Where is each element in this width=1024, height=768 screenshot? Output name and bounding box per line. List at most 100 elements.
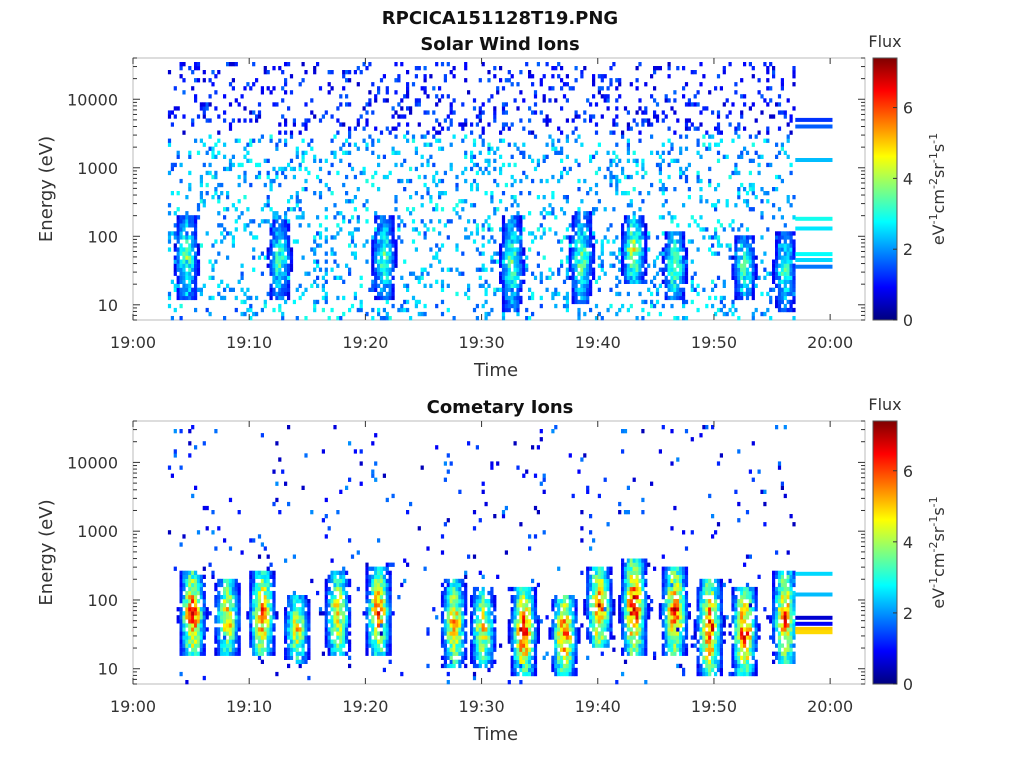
heatmap-cell	[661, 110, 665, 115]
end-band	[795, 216, 833, 221]
heatmap-cell	[226, 615, 230, 620]
heatmap-cell	[446, 619, 450, 624]
heatmap-cell	[667, 66, 671, 71]
heatmap-cell	[394, 199, 398, 204]
heatmap-cell	[313, 158, 317, 163]
heatmap-cell	[661, 251, 665, 256]
heatmap-cell	[226, 647, 230, 652]
heatmap-cell	[388, 615, 392, 620]
heatmap-cell	[365, 146, 369, 151]
heatmap-cell	[786, 287, 790, 292]
heatmap-cell	[673, 271, 677, 276]
heatmap-cell	[292, 166, 296, 172]
heatmap-cell	[714, 311, 718, 317]
heatmap-cell	[249, 643, 253, 648]
heatmap-cell	[194, 639, 198, 644]
heatmap-cell	[426, 663, 430, 669]
heatmap-cell	[199, 586, 203, 592]
heatmap-cell	[583, 178, 587, 184]
heatmap-cell	[716, 126, 721, 131]
heatmap-cell	[170, 166, 174, 172]
heatmap-cell	[748, 255, 752, 260]
heatmap-cell	[470, 643, 474, 648]
heatmap-cell	[194, 215, 198, 220]
heatmap-cell	[249, 307, 253, 313]
heatmap-cell	[350, 235, 355, 240]
heatmap-cell	[670, 263, 674, 268]
heatmap-cell	[324, 586, 328, 592]
heatmap-cell	[191, 493, 195, 499]
heatmap-cell	[452, 582, 456, 588]
heatmap-cell	[324, 607, 328, 612]
heatmap-cell	[214, 627, 218, 632]
heatmap-cell	[667, 251, 671, 256]
heatmap-cell	[629, 199, 633, 204]
heatmap-cell	[426, 162, 430, 168]
heatmap-cell	[272, 279, 276, 284]
heatmap-cell	[202, 651, 206, 656]
heatmap-cell	[504, 207, 508, 212]
heatmap-cell	[385, 275, 389, 280]
heatmap-cell	[388, 623, 392, 628]
heatmap-cell	[493, 158, 497, 163]
heatmap-cell	[481, 227, 485, 232]
heatmap-cell	[281, 235, 285, 240]
heatmap-cell	[255, 607, 259, 612]
heatmap-cell	[435, 130, 439, 135]
heatmap-cell	[644, 106, 648, 111]
heatmap-cell	[240, 162, 244, 168]
heatmap-cell	[452, 659, 456, 664]
heatmap-cell	[737, 259, 741, 264]
heatmap-cell	[185, 570, 189, 575]
heatmap-cell	[382, 227, 386, 232]
heatmap-cell	[475, 586, 479, 592]
heatmap-cell	[348, 441, 352, 446]
heatmap-cell	[632, 223, 636, 228]
heatmap-cell	[191, 259, 195, 264]
heatmap-cell	[728, 247, 732, 252]
heatmap-cell	[777, 279, 782, 284]
heatmap-cell	[783, 291, 787, 297]
heatmap-cell	[234, 607, 238, 612]
heatmap-cell	[272, 178, 276, 184]
heatmap-cell	[324, 534, 328, 539]
heatmap-cell	[228, 287, 233, 292]
heatmap-cell	[702, 106, 706, 111]
heatmap-cell	[214, 619, 218, 624]
heatmap-cell	[501, 279, 506, 284]
heatmap-cell	[426, 142, 430, 147]
heatmap-cell	[324, 631, 328, 636]
heatmap-cell	[635, 239, 639, 244]
heatmap-cell	[185, 223, 189, 228]
heatmap-cell	[737, 295, 741, 301]
heatmap-cell	[586, 279, 590, 284]
heatmap-cell	[173, 86, 177, 91]
heatmap-cell	[565, 259, 569, 264]
heatmap-cell	[464, 118, 468, 123]
heatmap-cell	[504, 239, 508, 244]
heatmap-cell	[292, 639, 296, 644]
heatmap-cell	[391, 295, 395, 301]
heatmap-cell	[318, 235, 323, 240]
heatmap-cell	[731, 227, 735, 232]
heatmap-cell	[310, 247, 314, 252]
heatmap-cell	[621, 227, 625, 232]
heatmap-cell	[455, 611, 459, 616]
heatmap-cell	[202, 142, 206, 147]
heatmap-cell	[638, 291, 642, 297]
heatmap-cell	[748, 134, 752, 139]
heatmap-cell	[684, 279, 689, 284]
heatmap-cell	[531, 82, 535, 87]
heatmap-cell	[411, 219, 416, 224]
heatmap-cell	[289, 599, 294, 604]
heatmap-cell	[667, 138, 671, 143]
heatmap-cell	[196, 271, 201, 276]
heatmap-cell	[400, 219, 404, 224]
heatmap-cell	[307, 615, 311, 620]
heatmap-cell	[632, 211, 636, 216]
heatmap-cell	[188, 259, 192, 264]
heatmap-cell	[673, 215, 677, 220]
heatmap-cell	[188, 574, 192, 579]
heatmap-cell	[734, 82, 738, 87]
heatmap-cell	[565, 255, 569, 260]
